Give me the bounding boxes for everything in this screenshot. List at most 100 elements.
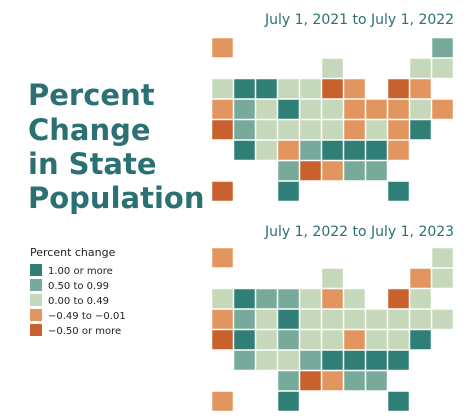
state-tile [277,329,300,350]
state-tile [277,78,300,99]
state-tile [211,247,234,268]
state-tile [321,350,344,371]
state-tile [387,391,410,412]
state-tile [431,58,454,79]
state-tile [233,350,256,371]
state-tile [299,329,322,350]
state-tile [321,99,344,120]
state-tile [431,37,454,58]
state-tile [321,140,344,161]
legend-title: Percent change [30,246,116,259]
state-tile [387,181,410,202]
state-tile [343,119,366,140]
state-tile [277,370,300,391]
state-tile [343,78,366,99]
legend-label: −0.49 to −0.01 [48,311,126,322]
state-tile [409,78,432,99]
state-tile [431,247,454,268]
state-tile [387,288,410,309]
state-tile [343,140,366,161]
state-tile [211,309,234,330]
state-tile [255,119,278,140]
state-tile [321,119,344,140]
legend-swatch [30,264,42,276]
state-tile [233,288,256,309]
state-tile [387,350,410,371]
state-tile [387,78,410,99]
state-tile [277,160,300,181]
state-tile [277,181,300,202]
title-line: Change [28,113,151,147]
state-tile [321,58,344,79]
legend-swatch [30,324,42,336]
state-tile [255,350,278,371]
state-tile [387,99,410,120]
state-tile [409,58,432,79]
state-tile [255,309,278,330]
state-tile [387,309,410,330]
map-title: July 1, 2021 to July 1, 2022 [264,12,454,28]
map-title: July 1, 2022 to July 1, 2023 [264,224,454,240]
state-tile [299,309,322,330]
state-tile [299,350,322,371]
state-tile [343,160,366,181]
state-tile [211,119,234,140]
state-tile [277,350,300,371]
state-tile [277,391,300,412]
state-tile [211,288,234,309]
state-tile [211,37,234,58]
state-tile [365,329,388,350]
title-line: Population [28,181,204,215]
state-tile [409,268,432,289]
state-tile [365,160,388,181]
state-tile [409,329,432,350]
state-tile [299,370,322,391]
state-tile [387,329,410,350]
state-tile [409,119,432,140]
state-tile [321,288,344,309]
state-tile [343,309,366,330]
state-tile [409,99,432,120]
state-tile [211,391,234,412]
state-tile [277,288,300,309]
state-tile [321,309,344,330]
legend-label: 0.00 to 0.49 [48,296,109,307]
legend-swatch [30,279,42,291]
state-tile [365,309,388,330]
state-tile [277,140,300,161]
state-tile [211,78,234,99]
state-tile [431,309,454,330]
state-tile [321,78,344,99]
state-tile [255,288,278,309]
state-tile [233,309,256,330]
state-tile [233,78,256,99]
state-tile [365,99,388,120]
state-tile [233,119,256,140]
state-tile [409,309,432,330]
state-tile [321,160,344,181]
state-tile [431,268,454,289]
state-tile [321,268,344,289]
state-tile [387,140,410,161]
state-tile [431,99,454,120]
state-tile [233,329,256,350]
state-tile [233,140,256,161]
state-tile [277,119,300,140]
state-tile [343,329,366,350]
legend-swatch [30,309,42,321]
state-tile [365,140,388,161]
state-tile [343,99,366,120]
state-tile [321,370,344,391]
state-tile [277,99,300,120]
legend-swatch [30,294,42,306]
state-tile [365,370,388,391]
state-tile [299,160,322,181]
state-tile [299,99,322,120]
state-tile [343,350,366,371]
state-tile [233,99,256,120]
state-tile [343,288,366,309]
state-tile [255,140,278,161]
state-tile [409,288,432,309]
